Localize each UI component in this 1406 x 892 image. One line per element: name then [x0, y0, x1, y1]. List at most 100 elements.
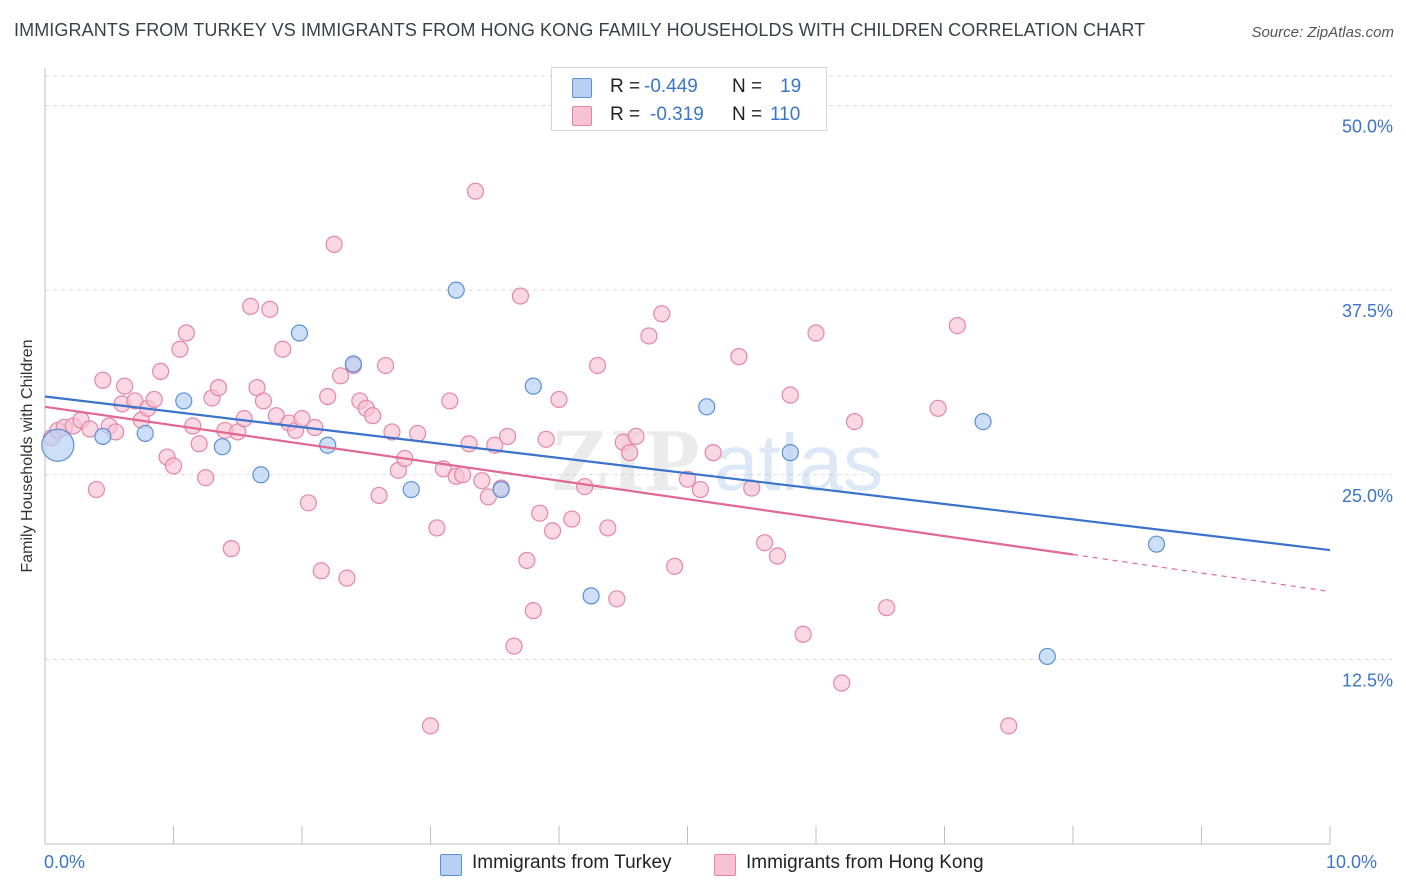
trend-line-turkey — [44, 395, 1331, 552]
point-hongkong — [563, 510, 581, 528]
point-hongkong — [473, 472, 491, 490]
bottom-legend-label-turkey: Immigrants from Turkey — [472, 852, 672, 873]
point-hongkong — [543, 522, 562, 540]
point-hongkong — [299, 494, 318, 512]
point-turkey — [1038, 647, 1056, 666]
point-hongkong — [678, 470, 697, 488]
point-turkey — [974, 413, 992, 431]
legend-row-hongkong: R = -0.319 N = 110 — [552, 100, 826, 130]
legend-r-label: R = — [610, 76, 641, 97]
point-hongkong — [627, 427, 645, 445]
bottom-legend-swatch-turkey — [440, 854, 462, 876]
point-hongkong — [599, 519, 617, 537]
legend-n-label: N = — [732, 104, 763, 125]
point-hongkong — [376, 356, 395, 375]
legend-n-value-hongkong: 110 — [770, 104, 801, 125]
point-hongkong — [466, 182, 485, 200]
point-turkey — [344, 355, 362, 373]
point-hongkong — [312, 562, 330, 580]
point-hongkong — [421, 717, 440, 735]
correlation-legend: R = -0.449 N = 19 R = -0.319 N = 110 — [551, 67, 827, 131]
point-hongkong — [768, 547, 787, 565]
point-hongkong — [1000, 717, 1018, 735]
point-hongkong — [222, 540, 240, 558]
point-hongkong — [254, 392, 273, 410]
point-hongkong — [152, 362, 170, 380]
point-turkey — [136, 424, 154, 443]
legend-r-label: R = — [610, 104, 641, 125]
point-turkey — [175, 392, 193, 410]
point-hongkong — [845, 413, 864, 431]
point-hongkong — [691, 480, 709, 499]
point-turkey — [213, 438, 231, 456]
bottom-legend-swatch-hongkong — [714, 854, 736, 876]
point-hongkong — [370, 486, 388, 505]
point-hongkong — [441, 392, 459, 410]
bottom-legend-label-hongkong: Immigrants from Hong Kong — [746, 852, 984, 873]
point-hongkong — [621, 444, 639, 462]
point-hongkong — [524, 602, 542, 620]
point-turkey — [492, 480, 510, 499]
point-hongkong — [383, 423, 401, 441]
y-tick-label: 12.5% — [1342, 670, 1393, 690]
point-hongkong — [331, 367, 350, 385]
point-turkey — [290, 324, 309, 342]
point-hongkong — [878, 599, 896, 617]
point-hongkong — [190, 435, 208, 453]
point-turkey — [94, 427, 112, 445]
y-tick-labels: 12.5% 25.0% 37.5% 50.0% — [1342, 117, 1393, 691]
point-hongkong — [531, 504, 549, 522]
point-hongkong — [794, 625, 812, 643]
point-hongkong — [755, 534, 774, 552]
legend-row-turkey: R = -0.449 N = 19 — [552, 72, 826, 102]
point-hongkong — [177, 324, 195, 342]
point-hongkong — [364, 407, 382, 425]
point-hongkong — [479, 488, 497, 506]
series-turkey-points — [41, 281, 1166, 666]
y-tick-label: 25.0% — [1342, 486, 1393, 506]
point-turkey — [698, 398, 716, 416]
point-hongkong — [319, 387, 337, 406]
point-turkey — [319, 436, 337, 454]
point-hongkong — [81, 420, 99, 438]
point-hongkong — [588, 356, 607, 375]
trend-line-hongkong — [44, 405, 1074, 556]
point-hongkong — [338, 569, 356, 587]
point-hongkong — [730, 348, 748, 366]
point-hongkong — [704, 444, 722, 462]
x-tick-label-min: 0.0% — [44, 852, 86, 872]
y-tick-label: 50.0% — [1342, 117, 1393, 137]
point-hongkong — [145, 390, 163, 409]
y-tick-label: 37.5% — [1342, 301, 1393, 321]
legend-r-value-turkey: -0.449 — [644, 76, 698, 97]
point-hongkong — [666, 557, 684, 575]
trend-line-hongkong-extension — [1072, 553, 1331, 593]
point-hongkong — [550, 390, 568, 409]
grid-lines — [45, 75, 1392, 660]
point-hongkong — [261, 300, 279, 318]
point-hongkong — [94, 371, 112, 389]
x-tick-label-max: 10.0% — [1326, 852, 1378, 872]
point-hongkong — [781, 386, 799, 404]
legend-r-value-hongkong: -0.319 — [650, 104, 704, 125]
legend-n-value-turkey: 19 — [780, 76, 802, 97]
axes — [44, 68, 1331, 845]
point-hongkong — [126, 392, 144, 410]
point-hongkong — [807, 324, 825, 342]
point-hongkong — [948, 317, 966, 335]
point-hongkong — [325, 235, 343, 253]
point-turkey — [402, 480, 420, 499]
point-hongkong — [209, 379, 228, 397]
point-hongkong — [242, 297, 260, 315]
point-hongkong — [184, 417, 202, 435]
point-hongkong — [833, 674, 851, 692]
legend-swatch-turkey — [572, 78, 592, 98]
point-hongkong — [608, 590, 626, 608]
legend-n-label: N = — [732, 76, 763, 97]
point-hongkong — [511, 287, 530, 305]
point-hongkong — [640, 327, 658, 345]
point-hongkong — [518, 551, 536, 570]
point-turkey — [252, 466, 270, 484]
legend-swatch-hongkong — [572, 106, 592, 126]
